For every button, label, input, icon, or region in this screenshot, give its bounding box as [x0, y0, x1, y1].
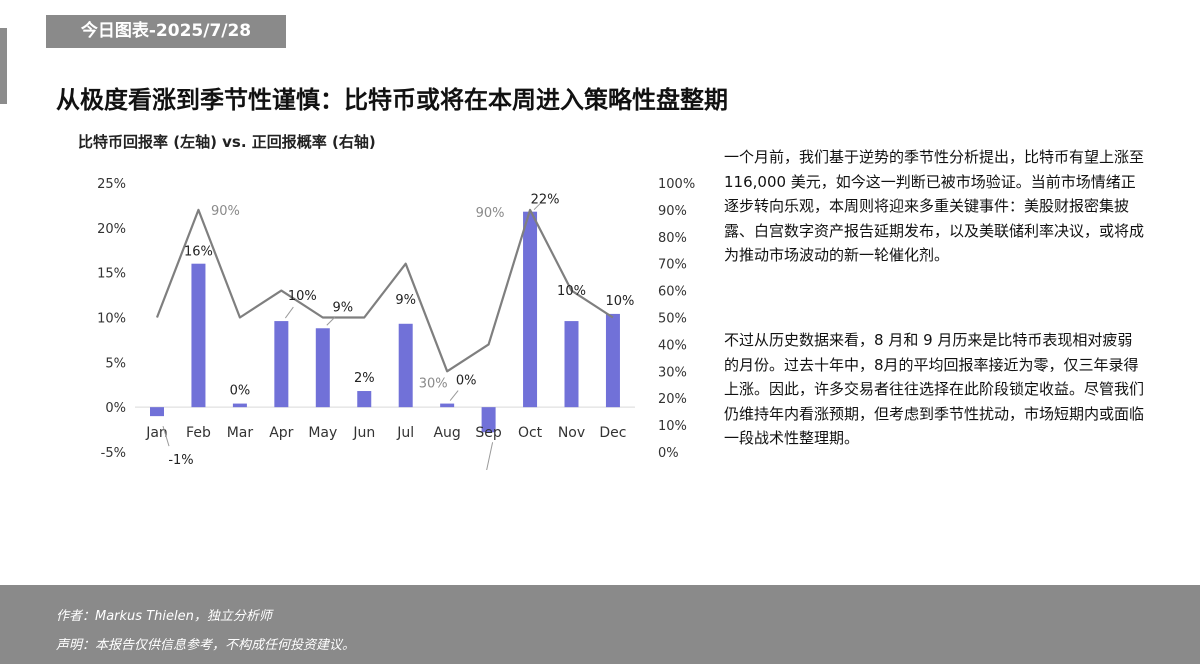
bar-label-leader	[162, 425, 170, 447]
commentary-paragraph-2: 不过从历史数据来看，8 月和 9 月历来是比特币表现相对疲弱的月份。过去十年中，…	[724, 331, 1145, 447]
bar-value-label: 22%	[531, 193, 560, 208]
x-axis-tick-label: Mar	[227, 425, 254, 441]
right-axis-tick-label: 80%	[658, 231, 687, 246]
bar-value-label: 0%	[230, 384, 251, 399]
bar-label-leader	[449, 390, 459, 401]
right-axis-tick-label: 30%	[658, 365, 687, 380]
date-tag: 今日图表-2025/7/28	[46, 15, 286, 48]
x-axis-tick-label: Oct	[518, 425, 543, 441]
bar-value-label: 9%	[332, 300, 353, 315]
x-axis-tick-label: Jul	[396, 425, 414, 441]
x-axis-tick-label: Jun	[352, 425, 375, 441]
line-value-label: 90%	[476, 206, 505, 221]
bar-jun	[357, 391, 372, 408]
bar-feb	[191, 263, 206, 408]
bar-jan	[150, 407, 164, 417]
x-axis-tick-label: May	[308, 425, 337, 441]
right-axis-tick-label: 10%	[658, 419, 687, 434]
commentary-paragraph-1: 一个月前，我们基于逆势的季节性分析提出，比特币有望上涨至 116,000 美元，…	[724, 148, 1145, 264]
bar-value-label: 10%	[557, 284, 586, 299]
bar-aug	[440, 403, 455, 408]
x-axis-tick-label: Sep	[475, 425, 502, 441]
bar-label-leader	[533, 203, 541, 211]
bar-value-label: 16%	[184, 245, 213, 260]
bar-nov	[564, 321, 579, 408]
side-accent-bar	[0, 28, 7, 104]
x-axis-tick-label: Jan	[145, 425, 168, 441]
footer: 作者：Markus Thielen，独立分析师 声明：本报告仅供信息参考，不构成…	[0, 585, 1200, 664]
right-axis-tick-label: 60%	[658, 285, 687, 300]
x-axis-tick-label: Nov	[558, 425, 585, 441]
bar-value-label: 0%	[456, 374, 477, 389]
right-axis-tick-label: 90%	[658, 204, 687, 219]
bar-mar	[232, 403, 247, 408]
probability-line	[155, 208, 614, 373]
right-axis-tick-label: 0%	[658, 446, 679, 461]
bar-dec	[605, 313, 620, 408]
left-axis-tick-label: 15%	[97, 267, 126, 282]
bar-apr	[274, 321, 289, 408]
footer-disclaimer: 声明：本报告仅供信息参考，不构成任何投资建议。	[56, 638, 356, 653]
x-axis-tick-label: Feb	[186, 425, 211, 441]
left-axis-tick-label: -5%	[101, 446, 126, 461]
footer-author: 作者：Markus Thielen，独立分析师	[56, 609, 272, 624]
bar-may	[315, 328, 330, 408]
right-axis-tick-label: 70%	[658, 258, 687, 273]
x-axis-tick-label: Dec	[599, 425, 626, 441]
page-title: 从极度看涨到季节性谨慎：比特币或将在本周进入策略性盘整期	[56, 86, 728, 114]
left-axis-tick-label: 10%	[97, 312, 126, 327]
x-axis-tick-label: Apr	[269, 425, 293, 441]
bar-jul	[398, 323, 413, 408]
right-axis-tick-label: 50%	[658, 312, 687, 327]
bar-label-leader	[486, 442, 494, 470]
x-axis-tick-label: Aug	[433, 425, 460, 441]
bar-oct	[523, 211, 538, 408]
line-value-label: 30%	[419, 376, 448, 391]
bar-value-label: 10%	[288, 289, 317, 304]
bar-value-label: -1%	[168, 453, 193, 468]
right-axis-tick-label: 20%	[658, 392, 687, 407]
return-probability-chart: -5% 0% 5% 10% 15% 20% 25% 0% 10% 20% 30% 40% 50% 60% 7…	[97, 177, 695, 470]
bar-value-label: 9%	[395, 293, 416, 308]
left-axis-tick-label: 0%	[105, 401, 126, 416]
chart-title: 比特币回报率 (左轴) vs. 正回报概率 (右轴)	[78, 133, 376, 151]
bar-label-leader	[284, 306, 294, 319]
bar-sep	[481, 407, 496, 433]
right-axis-tick-label: 40%	[658, 338, 687, 353]
left-axis-tick-label: 25%	[97, 177, 126, 192]
bar-value-label: 10%	[605, 294, 634, 309]
bar-label-leader	[326, 316, 336, 326]
line-value-label: 90%	[211, 204, 240, 219]
right-axis-tick-label: 100%	[658, 177, 695, 192]
left-axis-tick-label: 20%	[97, 222, 126, 237]
left-axis-tick-label: 5%	[105, 356, 126, 371]
bar-value-label: 2%	[354, 371, 375, 386]
